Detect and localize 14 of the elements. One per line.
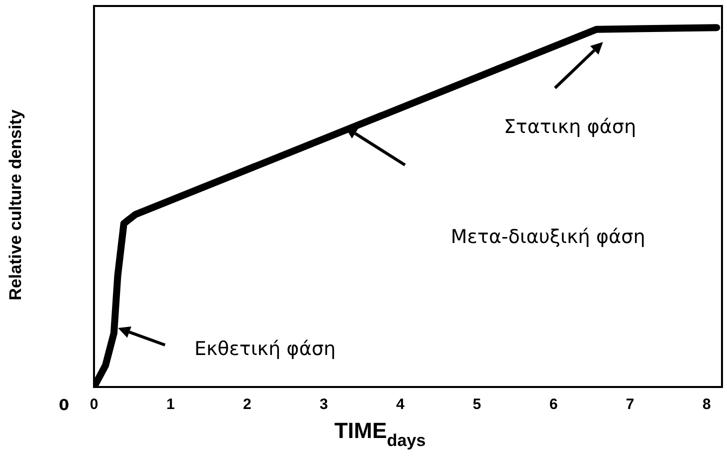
x-axis-title: TIME$_{days}$	[333, 418, 427, 451]
x-tick-label: 0	[90, 396, 98, 414]
y-axis-title: Relative culture density	[6, 108, 26, 302]
x-tick-label: 1	[166, 396, 175, 414]
annotation: Μετα-διαυξική φάση	[450, 226, 646, 248]
x-tick-label: 4	[396, 396, 406, 414]
x-tick-label: 6	[549, 396, 558, 414]
x-tick-label: 7	[626, 396, 634, 414]
annotation: Στατικη φάση	[504, 116, 636, 138]
annotation: Εκθετική φάση	[194, 338, 336, 360]
x-tick-label: 5	[472, 396, 482, 414]
x-tick-label: 3	[320, 396, 328, 414]
x-tick-label: 8	[702, 396, 711, 414]
x-tick-label: 2	[243, 396, 252, 414]
